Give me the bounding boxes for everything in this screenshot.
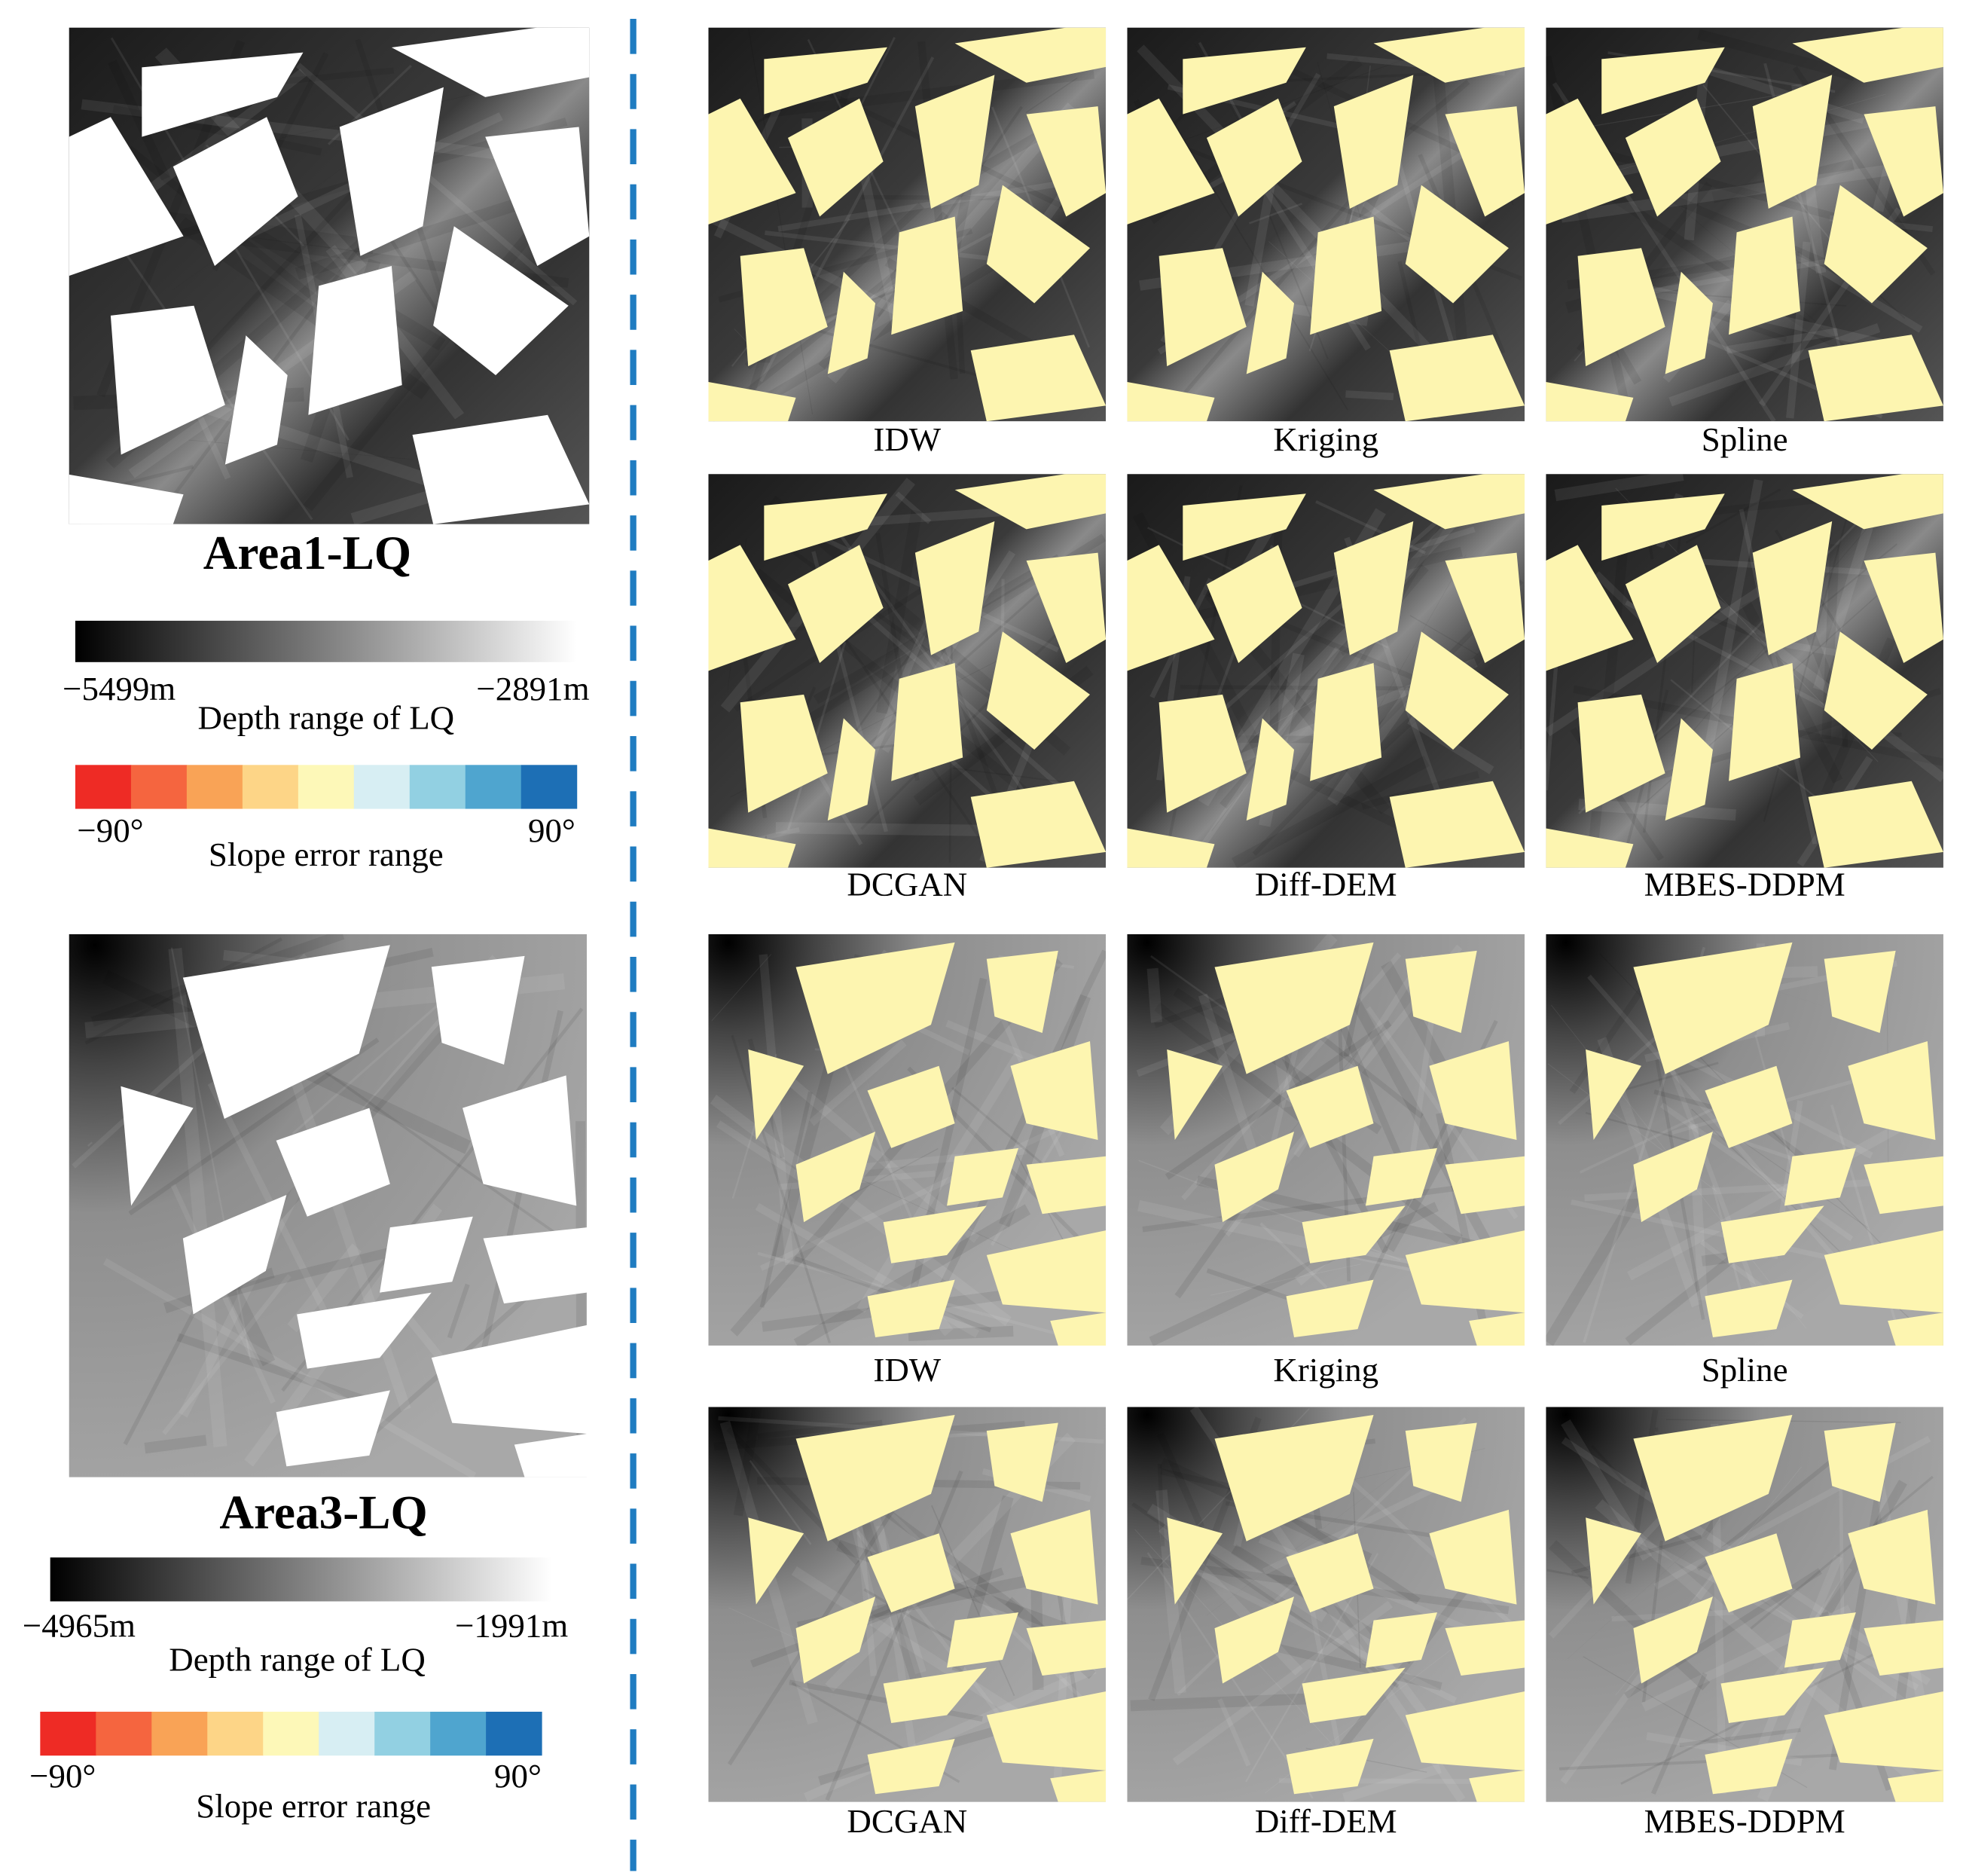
slope-colorbar-segment: [521, 765, 578, 809]
depth-max-label: −2891m: [476, 670, 589, 707]
terrain-image: [1127, 1407, 1525, 1802]
slope-max-label: 90°: [494, 1757, 542, 1795]
depth-caption: Depth range of LQ: [198, 698, 455, 736]
method-label: DCGAN: [847, 1802, 967, 1840]
terrain-image: [708, 27, 1107, 422]
slope-colorbar-segment: [263, 1711, 319, 1756]
method-label: Kriging: [1273, 420, 1378, 458]
terrain-image: [1546, 474, 1943, 868]
method-label: Spline: [1702, 420, 1788, 458]
slope-min-label: −90°: [29, 1757, 96, 1795]
method-label: Spline: [1702, 1351, 1788, 1389]
depth-max-label: −1991m: [455, 1606, 568, 1644]
panel-title: Area1-LQ: [203, 527, 411, 579]
method-label: Kriging: [1273, 1351, 1378, 1389]
slope-colorbar-segment: [353, 765, 411, 809]
slope-colorbar-segment: [430, 1711, 487, 1756]
terrain-image: [1127, 934, 1525, 1346]
terrain-image: [1546, 934, 1943, 1346]
slope-colorbar-segment: [242, 765, 299, 809]
slope-min-label: −90°: [77, 811, 143, 849]
terrain-image: [708, 1407, 1107, 1802]
terrain-image: [708, 934, 1107, 1346]
depth-caption: Depth range of LQ: [169, 1640, 426, 1678]
method-label: MBES-DDPM: [1644, 866, 1845, 903]
terrain-image: [1546, 27, 1943, 422]
terrain-image: [1127, 27, 1525, 422]
method-label: Diff-DEM: [1255, 866, 1397, 903]
slope-colorbar-segment: [40, 1711, 96, 1756]
method-label: DCGAN: [847, 866, 967, 903]
panel-title: Area3-LQ: [219, 1486, 427, 1538]
slope-colorbar-segment: [151, 1711, 208, 1756]
slope-caption: Slope error range: [196, 1787, 431, 1825]
depth-colorbar: [75, 620, 577, 662]
slope-colorbar-segment: [186, 765, 243, 809]
depth-min-label: −4965m: [23, 1606, 136, 1644]
slope-max-label: 90°: [528, 811, 575, 849]
terrain-image: [1127, 474, 1525, 868]
method-label: Diff-DEM: [1255, 1802, 1397, 1840]
slope-caption: Slope error range: [209, 836, 444, 873]
terrain-image: [708, 474, 1107, 868]
slope-colorbar-segment: [298, 765, 355, 809]
method-label: IDW: [873, 1351, 941, 1389]
slope-colorbar-segment: [319, 1711, 375, 1756]
terrain-image: [1546, 1407, 1943, 1802]
slope-colorbar-segment: [486, 1711, 542, 1756]
depth-colorbar: [50, 1557, 552, 1602]
slope-colorbar-segment: [374, 1711, 431, 1756]
method-label: MBES-DDPM: [1644, 1802, 1845, 1840]
depth-min-label: −5499m: [63, 670, 176, 707]
slope-colorbar-segment: [96, 1711, 152, 1756]
terrain-image: [69, 934, 588, 1477]
slope-colorbar-segment: [75, 765, 132, 809]
slope-colorbar-segment: [465, 765, 522, 809]
slope-colorbar-segment: [130, 765, 188, 809]
method-label: IDW: [873, 420, 941, 458]
slope-colorbar-segment: [207, 1711, 264, 1756]
terrain-image: [69, 27, 590, 524]
slope-colorbar-segment: [409, 765, 466, 809]
